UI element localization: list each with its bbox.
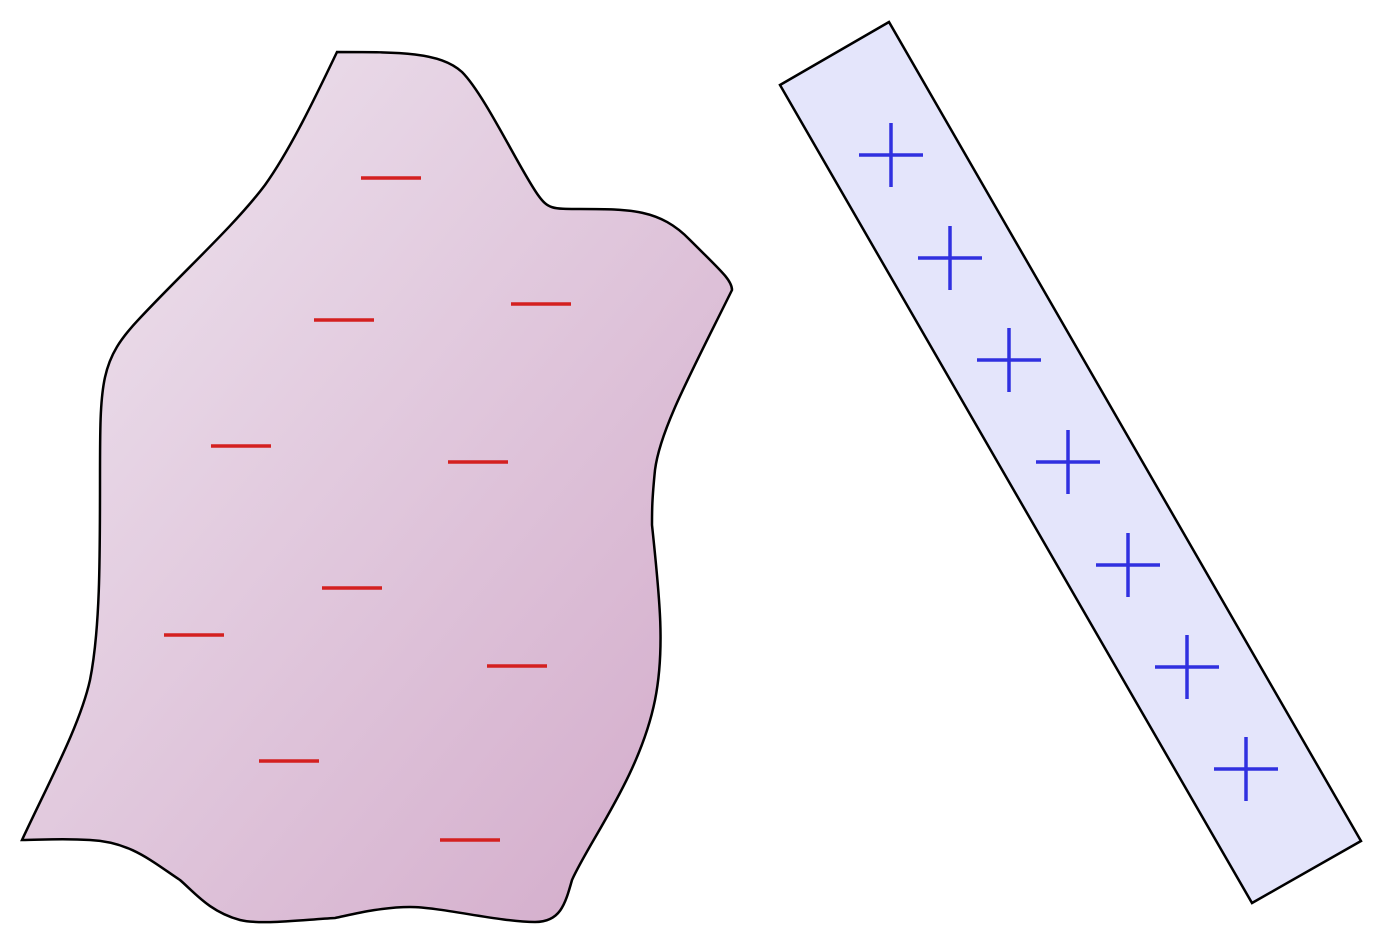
plus-sign (1155, 635, 1219, 699)
positive-rod (778, 20, 1363, 905)
negative-body (20, 50, 734, 924)
plus-sign (1036, 430, 1100, 494)
plus-sign (1214, 737, 1278, 801)
negative-charges (164, 176, 571, 842)
plus-sign (918, 226, 982, 290)
negative-body-outline (20, 50, 734, 924)
plus-sign (977, 328, 1041, 392)
plus-sign (859, 123, 923, 187)
plus-sign (1096, 533, 1160, 597)
positive-charges (859, 123, 1278, 801)
